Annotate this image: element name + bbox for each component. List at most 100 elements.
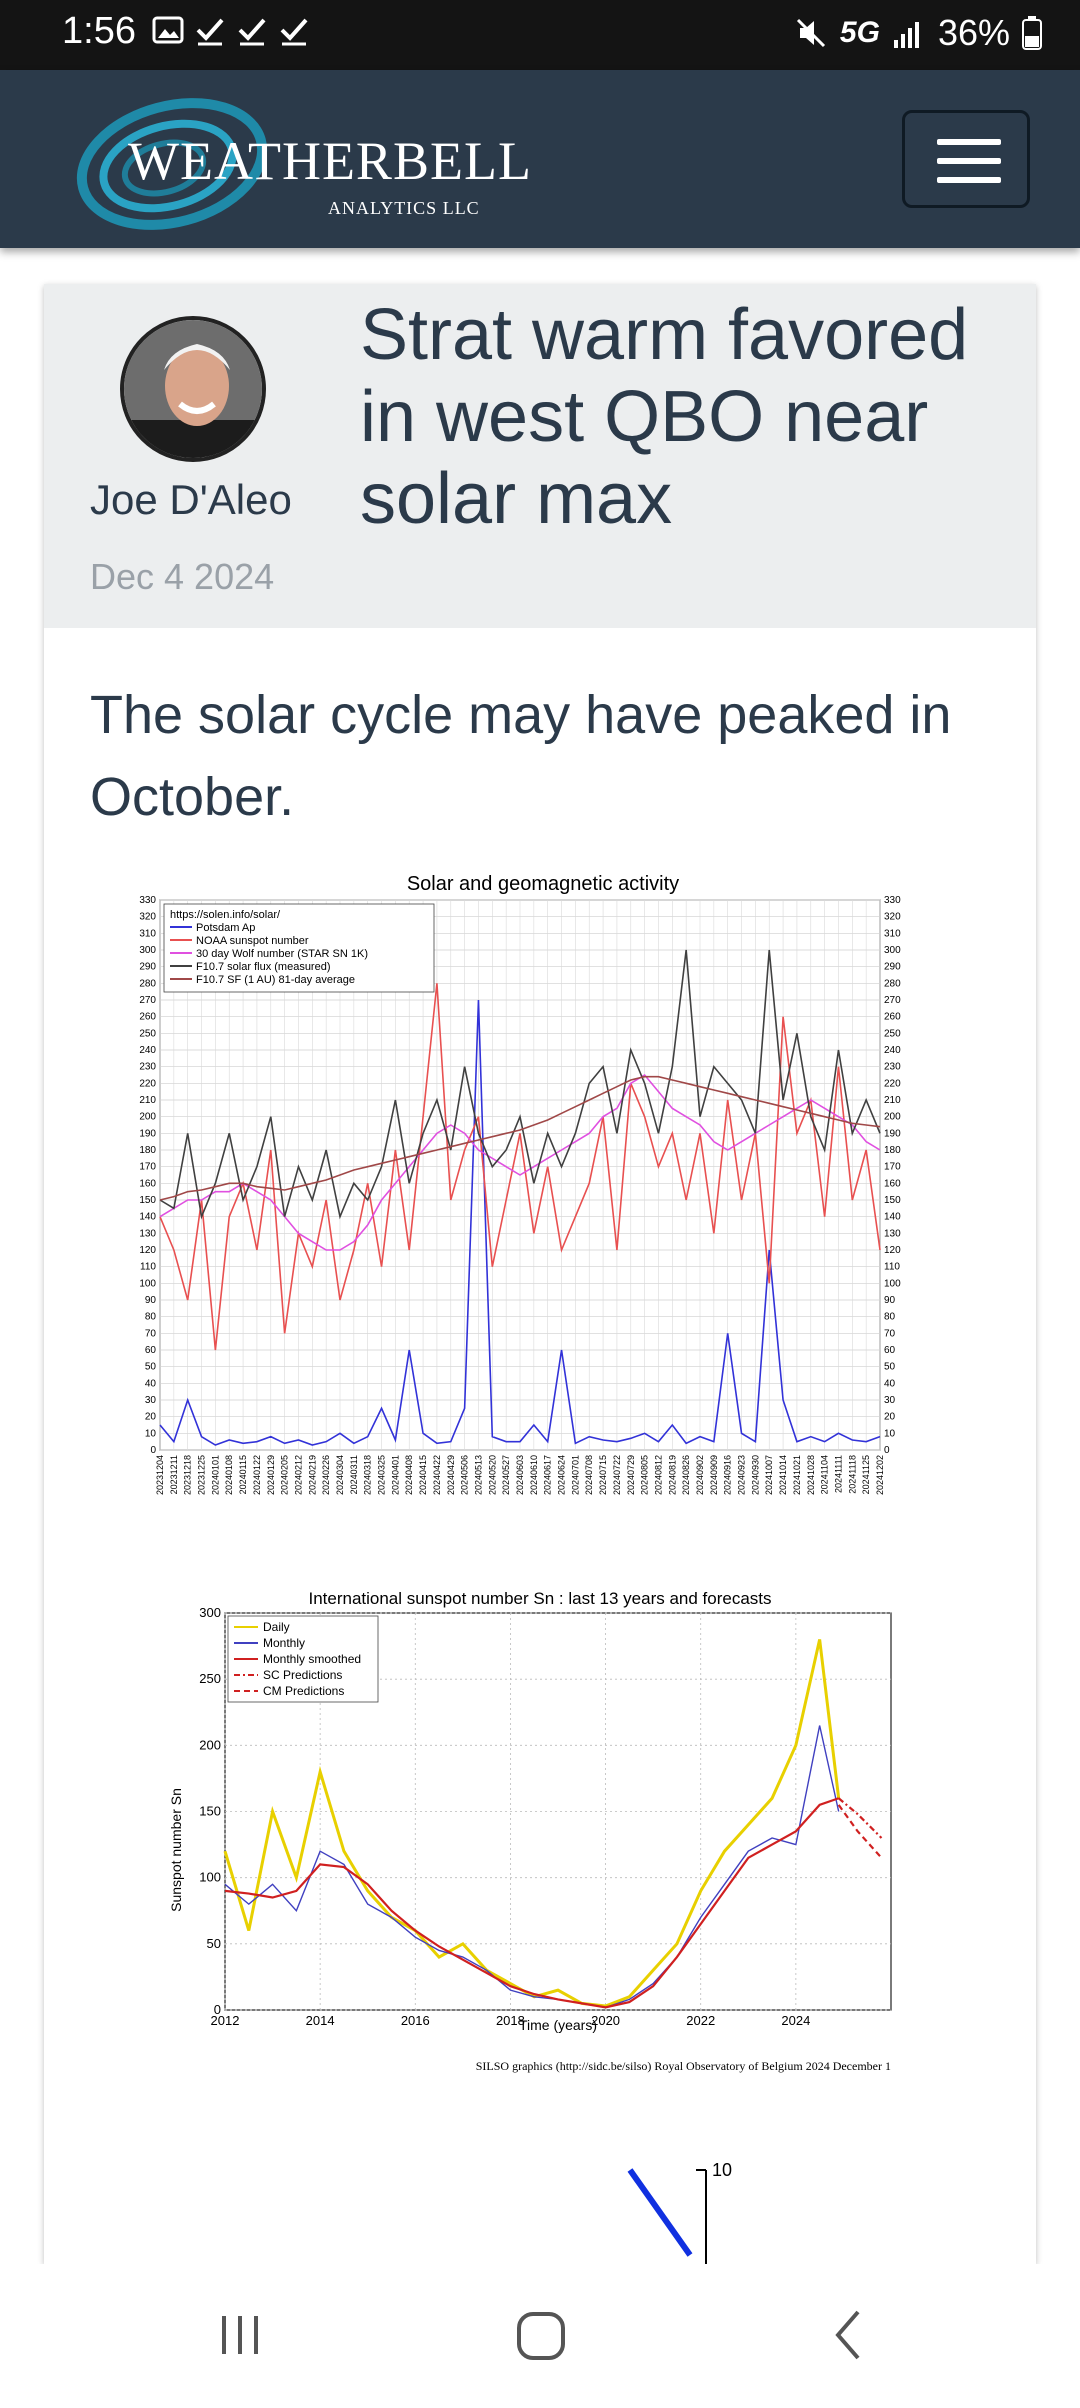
y-tick-label: 130 xyxy=(139,1228,156,1239)
legend-label: Monthly smoothed xyxy=(263,1652,361,1666)
recent-apps-icon[interactable] xyxy=(216,2300,266,2370)
partial-figure: 10 xyxy=(627,2160,732,2270)
y-tick-label: 150 xyxy=(139,1195,156,1206)
x-tick-label: 2016 xyxy=(401,2013,430,2028)
series-line xyxy=(837,1797,883,1839)
legend-label: Daily xyxy=(263,1620,290,1634)
y-tick-label: 240 xyxy=(139,1045,156,1056)
y-tick-label: 170 xyxy=(139,1162,156,1173)
y-tick-label: 270 xyxy=(139,995,156,1006)
y-tick-label-right: 50 xyxy=(884,1362,896,1373)
y-tick-label: 330 xyxy=(139,895,156,906)
logo-subtitle: ANALYTICS LLC xyxy=(328,198,480,218)
y-tick-label: 40 xyxy=(145,1378,157,1389)
legend-label: Potsdam Ap xyxy=(196,922,255,934)
mute-icon xyxy=(796,18,825,48)
y-tick-label: 60 xyxy=(145,1345,157,1356)
x-tick-label: 20240826 xyxy=(681,1455,691,1495)
post-header: Joe D'Aleo Dec 4 2024 Strat warm favored… xyxy=(44,284,1036,628)
x-tick-label: 20240318 xyxy=(363,1455,373,1495)
x-tick-label: 20241202 xyxy=(875,1455,885,1495)
legend-box xyxy=(163,903,435,993)
y-tick-label-right: 20 xyxy=(884,1412,896,1423)
y-tick-label: 310 xyxy=(139,928,156,939)
series-line xyxy=(159,999,881,1446)
legend-label: CM Predictions xyxy=(263,1684,344,1698)
status-bar: 1:56 5G 36% xyxy=(0,0,1080,70)
y-tick-label: 290 xyxy=(139,962,156,973)
legend-source: https://solen.info/solar/ xyxy=(170,909,281,921)
x-tick-label: 20240617 xyxy=(543,1455,553,1495)
x-tick-label: 20240429 xyxy=(446,1455,456,1495)
y-tick-label: 80 xyxy=(145,1312,157,1323)
x-tick-label: 20240805 xyxy=(640,1455,650,1495)
y-tick-label: 220 xyxy=(139,1078,156,1089)
y-tick-label: 160 xyxy=(139,1178,156,1189)
x-tick-label: 20240115 xyxy=(238,1455,248,1494)
author-avatar[interactable] xyxy=(120,316,266,462)
y-tick-label: 20 xyxy=(145,1412,157,1423)
x-tick-label: 2018 xyxy=(496,2013,525,2028)
series-line xyxy=(837,1804,883,1859)
x-tick-label: 20240212 xyxy=(293,1455,303,1495)
android-nav-bar xyxy=(0,2264,1080,2408)
x-tick-label: 20240715 xyxy=(598,1455,608,1495)
y-tick-label: 200 xyxy=(139,1112,156,1123)
x-tick-label: 20240701 xyxy=(570,1455,580,1495)
x-tick-label: 20240205 xyxy=(280,1455,290,1495)
y-tick-label-right: 80 xyxy=(884,1312,896,1323)
y-tick-label: 180 xyxy=(139,1145,156,1156)
x-axis-label: Time (years) xyxy=(519,2017,597,2033)
series-line xyxy=(159,949,881,1220)
y-tick-label-right: 210 xyxy=(884,1095,901,1106)
x-tick-label: 20240226 xyxy=(321,1455,331,1495)
legend-label: NOAA sunspot number xyxy=(196,935,309,947)
series-line xyxy=(159,983,881,1351)
y-tick-label: 210 xyxy=(139,1095,156,1106)
author-name[interactable]: Joe D'Aleo xyxy=(90,476,292,523)
x-tick-label: 20240520 xyxy=(487,1455,497,1495)
x-tick-label: 20240325 xyxy=(377,1455,387,1495)
signal-icon xyxy=(893,22,919,48)
swirl-logo-icon xyxy=(76,98,268,230)
series-line xyxy=(224,1797,840,2009)
weatherbell-logo[interactable]: WEATHERBELL ANALYTICS LLC xyxy=(72,86,531,236)
back-icon[interactable] xyxy=(828,2300,868,2370)
y-tick-label-right: 250 xyxy=(884,1028,901,1039)
notification-icons xyxy=(152,14,310,46)
chart-title: International sunspot number Sn : last 1… xyxy=(308,1589,771,1608)
check-icon xyxy=(196,18,224,46)
home-icon[interactable] xyxy=(514,2300,568,2370)
y-tick-label: 50 xyxy=(207,1936,221,1951)
x-tick-label: 20231218 xyxy=(183,1455,193,1495)
x-tick-label: 20231204 xyxy=(155,1455,165,1495)
y-tick-label-right: 190 xyxy=(884,1128,901,1139)
y-tick-label: 0 xyxy=(214,2002,221,2017)
x-tick-label: 20240603 xyxy=(515,1455,525,1495)
y-axis-label: Sunspot number Sn xyxy=(168,1788,184,1912)
menu-button[interactable] xyxy=(902,110,1030,208)
y-tick-label: 90 xyxy=(145,1295,157,1306)
x-tick-label: 20241104 xyxy=(820,1455,830,1494)
y-tick-label-right: 200 xyxy=(884,1112,901,1123)
x-tick-label: 20231225 xyxy=(197,1455,207,1495)
legend-label: F10.7 SF (1 AU) 81-day average xyxy=(196,974,355,986)
y-tick-label-right: 300 xyxy=(884,945,901,956)
legend-label: 30 day Wolf number (STAR SN 1K) xyxy=(196,948,368,960)
y-tick-label: 140 xyxy=(139,1212,156,1223)
y-tick-label: 0 xyxy=(150,1445,156,1456)
x-tick-label: 2024 xyxy=(781,2013,810,2028)
x-tick-label: 20240722 xyxy=(612,1455,622,1495)
y-tick-label-right: 130 xyxy=(884,1228,901,1239)
y-tick-label-right: 110 xyxy=(884,1262,900,1273)
y-tick-label-right: 320 xyxy=(884,912,901,923)
x-tick-label: 20241118 xyxy=(847,1455,857,1494)
y-tick-label: 190 xyxy=(139,1128,156,1139)
y-tick-label: 320 xyxy=(139,912,156,923)
y-tick-label-right: 290 xyxy=(884,962,901,973)
x-tick-label: 20240415 xyxy=(418,1455,428,1495)
y-tick-label: 280 xyxy=(139,978,156,989)
y-tick-label: 100 xyxy=(139,1278,156,1289)
y-tick-label-right: 310 xyxy=(884,928,901,939)
x-tick-label: 20240506 xyxy=(460,1455,470,1495)
